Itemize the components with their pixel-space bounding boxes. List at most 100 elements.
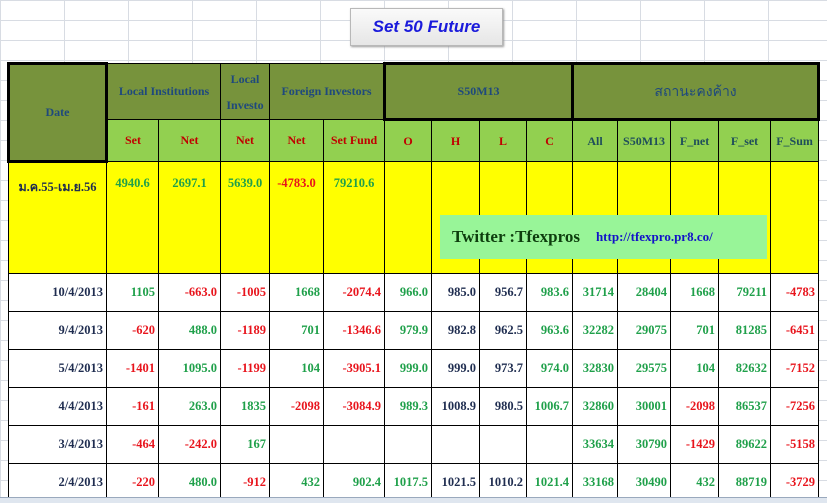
cell-f-sum: -5158 [770, 425, 820, 464]
subheader-net: Net [220, 119, 271, 162]
website-link[interactable]: http://tfexpro.pr8.co/ [595, 229, 713, 244]
table-row: 5/4/2013 -1401 1095.0 -1199 104 -3905.1 999.0 9… [8, 349, 820, 388]
cell-net: 1835 [220, 387, 271, 426]
subheader-c: C [526, 119, 574, 162]
header-open-interest: สถานะคงค้าง [571, 62, 821, 121]
cell-h: 999.0 [431, 349, 481, 388]
table-row: 2/4/2013 -220 480.0 -912 432 902.4 1017.5 1021.… [8, 463, 820, 502]
subheader-s50m13: S50M13 [617, 119, 672, 162]
cell-f-sum: -7152 [770, 349, 820, 388]
subheader-l: L [479, 119, 528, 162]
cell-l: 1010.2 [479, 463, 528, 502]
cell-s50m13: 30790 [617, 425, 672, 464]
header-date: Date [7, 62, 108, 163]
table-row: 9/4/2013 -620 488.0 -1189 701 -1346.6 979.9 982… [8, 311, 820, 350]
cell-f-set: 79211 [718, 273, 772, 312]
cell-l: 962.5 [479, 311, 528, 350]
cell-set-fund: -1346.6 [323, 311, 386, 350]
cell-l: 980.5 [479, 387, 528, 426]
cell-f-net: 432 [670, 463, 720, 502]
cell-c: 963.6 [526, 311, 574, 350]
cell-net: 432 [269, 463, 325, 502]
header-foreign-investors: Foreign Investors [269, 63, 386, 120]
cell-f-set: 86537 [718, 387, 772, 426]
subheader-all: All [572, 119, 619, 162]
cell-f-sum: -6451 [770, 311, 820, 350]
cell-set: -620 [106, 311, 159, 350]
cell-net: 167 [220, 425, 271, 464]
table-row: 3/4/2013 -464 -242.0 167 33634 30790 -1429 8962… [8, 425, 820, 464]
cell-h: 1021.5 [431, 463, 481, 502]
cell-set: -464 [106, 425, 159, 464]
header-local-investors: Local Investo [220, 63, 271, 120]
cell-all: 33168 [572, 463, 619, 502]
summary-period: ม.ค.55-เม.ย.56 [8, 161, 107, 274]
cell-net: -1189 [220, 311, 271, 350]
cell-h: 985.0 [431, 273, 481, 312]
cell-c: 1021.4 [526, 463, 574, 502]
cell-f-set: 89622 [718, 425, 772, 464]
summary-value: -4783.0 [269, 161, 325, 274]
row-date: 3/4/2013 [8, 425, 107, 464]
cell-net: -1199 [220, 349, 271, 388]
cell-o [384, 425, 433, 464]
summary-value: 4940.6 [106, 161, 159, 274]
cell-net [269, 425, 325, 464]
row-date: 10/4/2013 [8, 273, 107, 312]
cell-s50m13: 30001 [617, 387, 672, 426]
subheader-f-net: F_net [670, 119, 720, 162]
subheader-f-sum: F_Sum [770, 119, 820, 162]
sheet-tabs-bar[interactable] [0, 497, 827, 503]
cell-f-net: 701 [670, 311, 720, 350]
cell-c: 1006.7 [526, 387, 574, 426]
cell-f-sum: -3729 [770, 463, 820, 502]
cell-all: 31714 [572, 273, 619, 312]
cell-set-fund: 902.4 [323, 463, 386, 502]
cell-f-set: 82632 [718, 349, 772, 388]
cell-net: 701 [269, 311, 325, 350]
cell-set-fund [323, 425, 386, 464]
cell-set: -161 [106, 387, 159, 426]
cell-c [526, 425, 574, 464]
cell-f-set: 81285 [718, 311, 772, 350]
summary-empty-cell [384, 161, 433, 274]
subheader-h: H [431, 119, 481, 162]
cell-set: -220 [106, 463, 159, 502]
cell-h: 1008.9 [431, 387, 481, 426]
subheader-net: Net [269, 119, 325, 162]
cell-o: 979.9 [384, 311, 433, 350]
cell-all: 32830 [572, 349, 619, 388]
header-local-institutions: Local Institutions [105, 63, 222, 120]
cell-net: 104 [269, 349, 325, 388]
cell-all: 32860 [572, 387, 619, 426]
cell-s50m13: 30490 [617, 463, 672, 502]
cell-f-sum: -4783 [770, 273, 820, 312]
cell-o: 999.0 [384, 349, 433, 388]
table-row: 4/4/2013 -161 263.0 1835 -2098 -3084.9 989.3 10… [8, 387, 820, 426]
cell-h [431, 425, 481, 464]
cell-c: 983.6 [526, 273, 574, 312]
summary-value: 2697.1 [157, 161, 222, 274]
cell-net: 1668 [269, 273, 325, 312]
row-date: 5/4/2013 [8, 349, 107, 388]
subheader-net: Net [157, 119, 222, 162]
cell-all: 33634 [572, 425, 619, 464]
cell-o: 989.3 [384, 387, 433, 426]
cell-h: 982.8 [431, 311, 481, 350]
cell-set: 1105 [106, 273, 159, 312]
cell-c: 974.0 [526, 349, 574, 388]
cell-f-net: 104 [670, 349, 720, 388]
cell-net: -912 [220, 463, 271, 502]
cell-set-fund: -2074.4 [323, 273, 386, 312]
cell-f-set: 88719 [718, 463, 772, 502]
row-date: 2/4/2013 [8, 463, 107, 502]
cell-set-fund: -3905.1 [323, 349, 386, 388]
cell-all: 32282 [572, 311, 619, 350]
summary-empty-cell [770, 161, 820, 274]
cell-set: -1401 [106, 349, 159, 388]
summary-value: 5639.0 [220, 161, 271, 274]
title-button[interactable]: Set 50 Future [350, 8, 503, 46]
subheader-o: O [384, 119, 433, 162]
subheader-f-set: F_set [718, 119, 772, 162]
cell-l: 956.7 [479, 273, 528, 312]
